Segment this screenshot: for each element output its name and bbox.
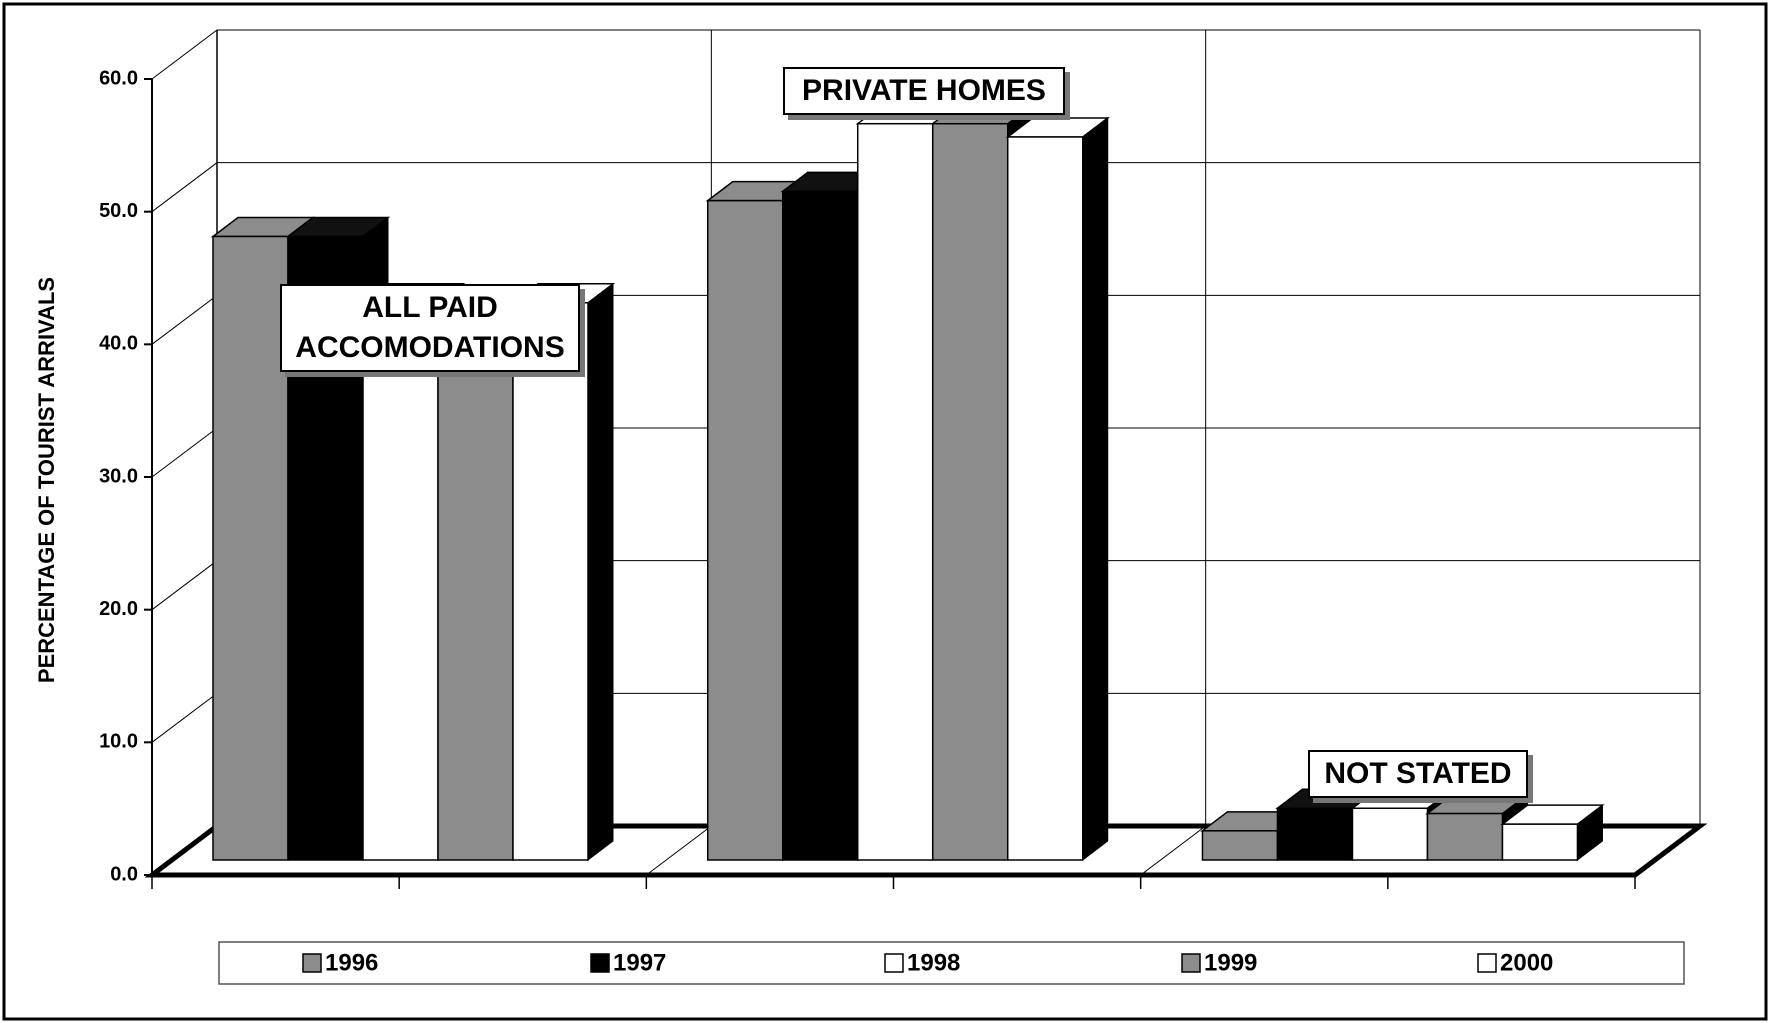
category-label: PRIVATE HOMES (783, 67, 1065, 115)
legend-swatch (884, 953, 904, 973)
bar-front (437, 315, 514, 861)
bar-front (706, 199, 784, 861)
bar-front (931, 122, 1009, 861)
y-tick-label: 0.0 (110, 863, 138, 885)
legend-label: 1996 (325, 949, 378, 976)
y-tick-label: 30.0 (99, 465, 138, 487)
bar-front (1201, 830, 1279, 861)
bar (510, 282, 616, 862)
y-tick-label: 40.0 (99, 333, 138, 355)
legend-swatch (590, 953, 610, 973)
y-axis-label: PERCENTAGE OF TOURIST ARRIVALS (34, 277, 59, 683)
bar-side (1082, 116, 1109, 862)
bar-front (1426, 812, 1504, 861)
legend-label: 1997 (613, 949, 666, 976)
bar-front (512, 302, 589, 861)
grid-line (151, 162, 1700, 213)
bar-front (1351, 807, 1429, 861)
y-tick-label: 20.0 (99, 598, 138, 620)
category-label: ALL PAID ACCOMODATIONS (280, 284, 580, 372)
legend-box (218, 941, 1685, 985)
legend-label: 1998 (907, 949, 960, 976)
y-tick-label: 50.0 (99, 200, 138, 222)
bar-front (1276, 807, 1354, 861)
floor-divider (1140, 825, 1206, 876)
legend-label: 2000 (1500, 949, 1553, 976)
category-label: NOT STATED (1308, 750, 1528, 798)
bar-front (1006, 136, 1084, 861)
bar (1500, 804, 1605, 862)
bar-side (587, 282, 614, 862)
legend-label: 1999 (1204, 949, 1257, 976)
bar-front (362, 302, 439, 861)
legend-swatch (302, 953, 322, 973)
bar-front (781, 190, 859, 861)
y-tick-label: 60.0 (99, 67, 138, 89)
legend-swatch (1477, 953, 1497, 973)
bar-front (212, 235, 289, 861)
bar-front (1501, 823, 1579, 861)
floor-divider (646, 825, 712, 876)
bar-front (856, 122, 934, 861)
bar (1005, 116, 1110, 862)
grid-line (151, 29, 1700, 80)
legend-swatch (1181, 953, 1201, 973)
y-tick-label: 10.0 (99, 731, 138, 753)
